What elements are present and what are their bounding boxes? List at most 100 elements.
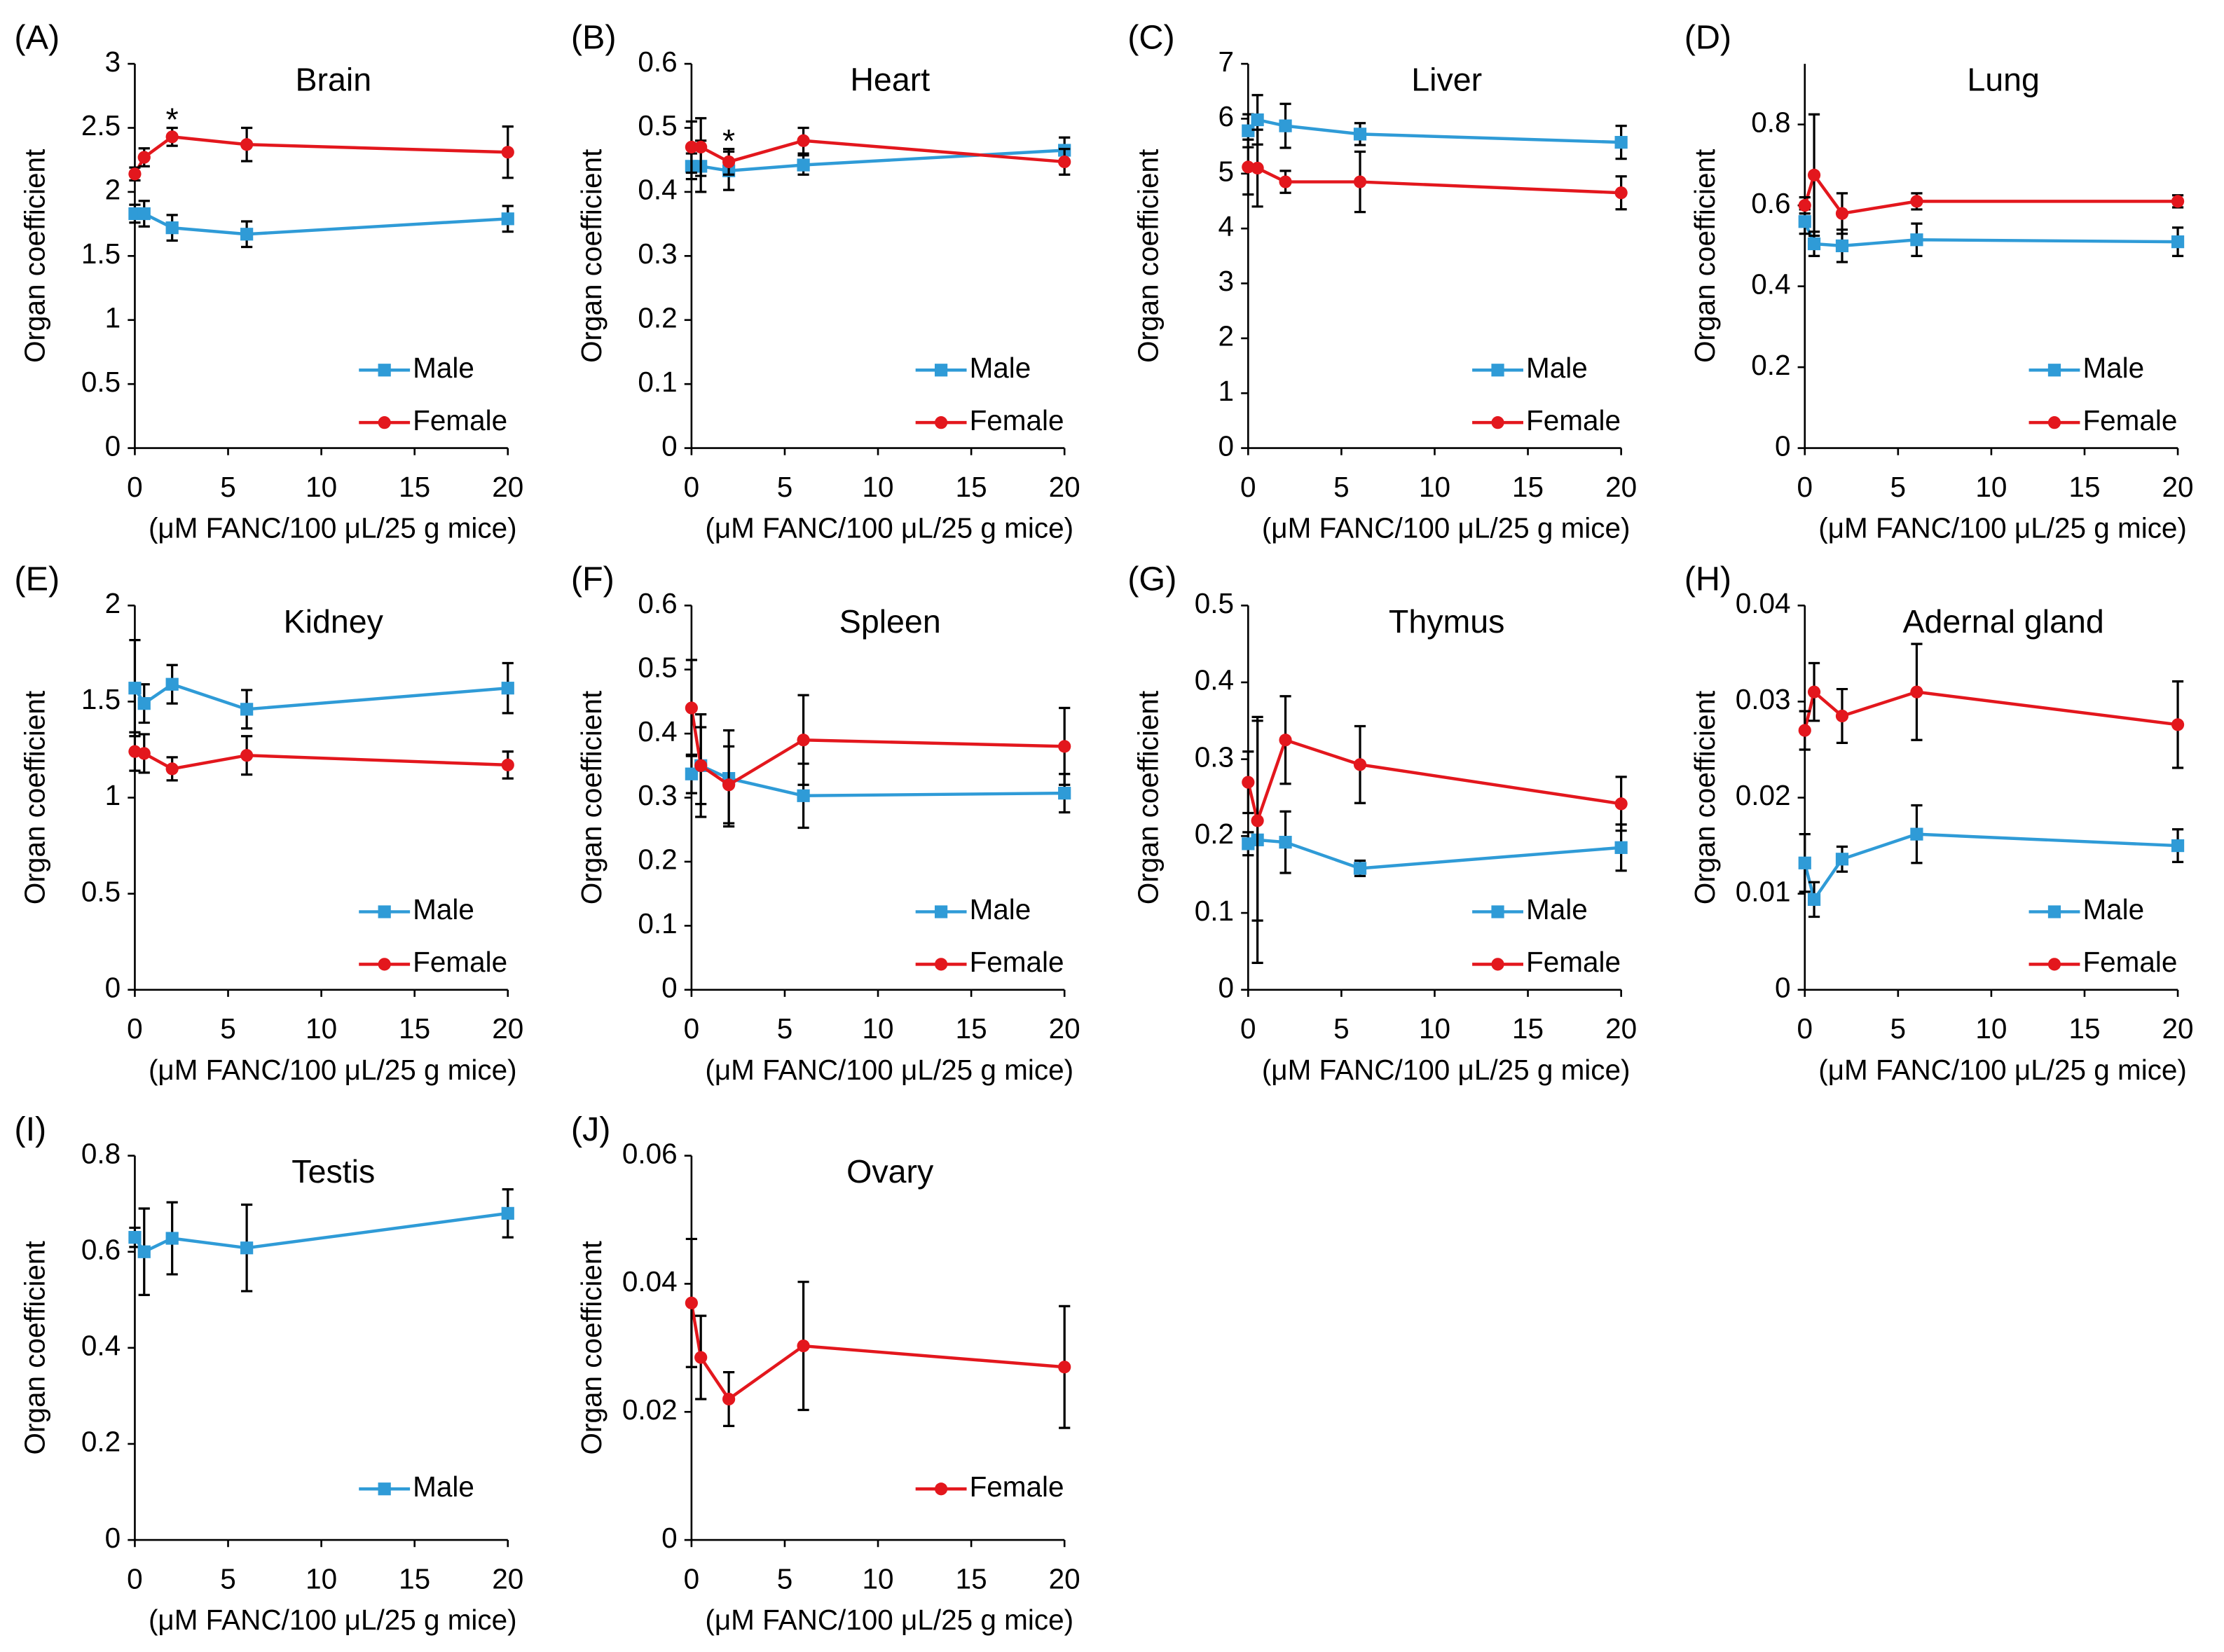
y-tick-label: 0.03 [1736,683,1791,715]
marker [1807,685,1821,698]
panel-title: Thymus [1389,603,1505,640]
marker [1910,233,1923,247]
x-tick-label: 15 [1512,1012,1544,1045]
y-tick-label: 0.5 [81,875,121,907]
x-axis-label: (μM FANC/100 μL/25 g mice) [1818,1054,2187,1086]
marker [1614,186,1628,200]
panel-title: Adernal gland [1902,603,2103,640]
panel: (B) Heart Organ coefficient (μM FANC/100 μL… [571,19,1080,544]
x-axis-label: (μM FANC/100 μL/25 g mice) [1262,1054,1631,1086]
panel-title: Heart [850,62,930,98]
y-tick-label: 0.4 [81,1330,121,1362]
y-tick-label: 2 [105,174,121,206]
marker [1910,685,1923,698]
series-line [690,764,1065,798]
marker [240,228,254,241]
x-tick-label: 20 [492,1012,523,1045]
y-tick-label: 0.5 [638,651,677,683]
y-tick-label: 0 [661,971,678,1003]
x-tick-label: 0 [127,471,143,503]
y-tick-label: 0 [661,1522,678,1554]
series-line [1248,165,1621,195]
x-tick-label: 5 [220,471,236,503]
legend-marker [1491,364,1504,377]
x-tick-label: 5 [220,1012,236,1045]
marker [1251,161,1264,175]
y-tick-label: 0 [1775,429,1791,462]
marker [1279,175,1292,188]
marker [722,1392,736,1406]
series-line [133,1211,509,1254]
marker [1910,195,1923,208]
marker [165,130,179,144]
series-line [689,1302,1065,1402]
legend-label: Male [970,352,1031,384]
marker [1242,160,1255,174]
panel: (H) Adernal gland Organ coefficient (μM FAN… [1684,560,2194,1086]
panel-label: (B) [571,19,617,57]
marker [1614,136,1628,149]
x-tick-label: 0 [1797,471,1813,503]
marker [1835,853,1849,866]
y-tick-label: 0.1 [638,366,677,398]
marker [1910,827,1923,841]
panel: (A) Brain Organ coefficient (μM FANC/100 μL… [14,19,523,544]
marker [1798,856,1811,869]
x-axis-label: (μM FANC/100 μL/25 g mice) [705,512,1073,544]
marker [240,138,254,151]
annotation: * [722,123,735,159]
marker [1058,740,1071,753]
series-line [133,135,508,175]
x-tick-label: 5 [777,1012,793,1045]
x-tick-label: 15 [2068,471,2100,503]
marker [501,758,514,772]
y-tick-label: 0.5 [81,366,121,398]
legend-marker [2047,364,2061,377]
legend-label: Female [970,946,1064,978]
x-axis-label: (μM FANC/100 μL/25 g mice) [705,1604,1073,1636]
y-tick-label: 1.5 [81,238,121,270]
y-tick-label: 0 [1775,971,1791,1003]
y-tick-label: 0.2 [81,1426,121,1458]
marker [1279,119,1292,132]
panel-title: Lung [1967,62,2040,98]
legend-label: Female [2082,946,2177,978]
legend-label: Female [413,946,507,978]
y-tick-label: 0 [105,971,121,1003]
marker [1058,787,1071,800]
legend-marker [378,416,391,429]
y-tick-label: 0 [105,429,121,462]
legend-label: Female [1526,946,1621,978]
y-tick-label: 0.6 [638,587,677,619]
marker [165,762,179,776]
marker [137,697,151,710]
y-tick-label: 1 [105,301,121,333]
marker [685,1296,698,1309]
marker [1798,199,1811,212]
y-tick-label: 0.01 [1736,875,1791,907]
series-line [1803,171,2178,216]
panel-label: (H) [1684,560,1731,598]
x-axis-label: (μM FANC/100 μL/25 g mice) [149,512,517,544]
panel-title: Liver [1411,62,1482,98]
marker [240,1241,254,1255]
y-tick-label: 3 [105,46,121,78]
marker [1798,215,1811,228]
marker [2171,235,2185,249]
x-axis-label: (μM FANC/100 μL/25 g mice) [149,1604,517,1636]
marker [1614,797,1628,811]
marker [1835,207,1849,220]
marker [797,134,810,147]
marker [128,1231,142,1244]
marker [137,747,151,760]
y-tick-label: 3 [1219,265,1235,297]
y-tick-label: 0.4 [1751,268,1790,300]
x-tick-label: 15 [956,471,987,503]
x-tick-label: 20 [492,471,523,503]
marker [1807,168,1821,181]
legend-label: Male [413,1471,474,1503]
legend-marker [378,1482,391,1496]
marker [137,207,151,221]
series-line [134,750,508,771]
x-axis-label: (μM FANC/100 μL/25 g mice) [149,1054,517,1086]
